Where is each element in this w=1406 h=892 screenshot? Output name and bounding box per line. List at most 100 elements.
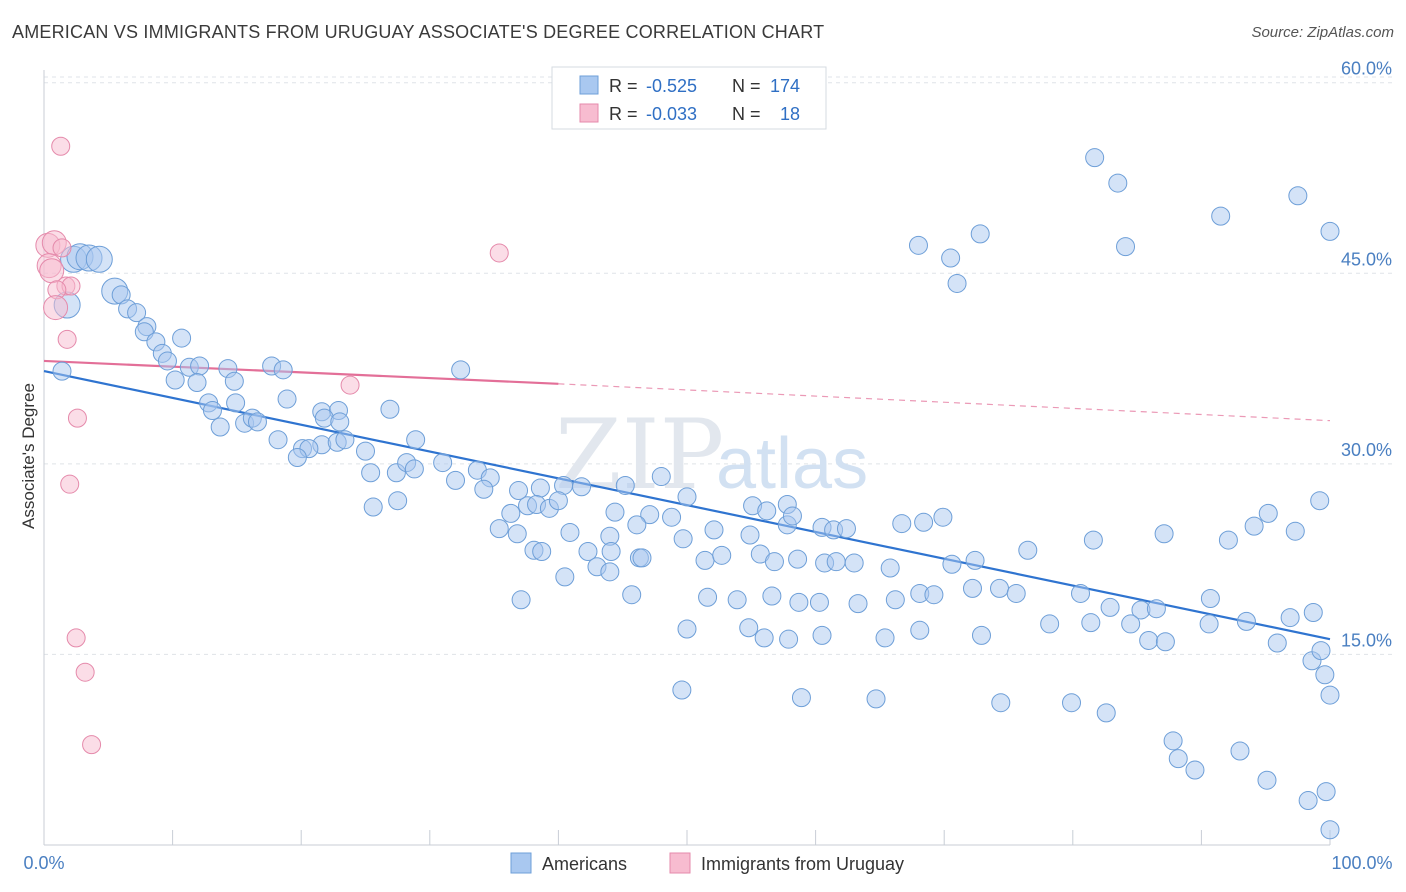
y-tick-label: 60.0% xyxy=(1341,59,1392,79)
legend-r-label-uruguay: R = xyxy=(609,104,638,124)
americans-point xyxy=(1199,614,1219,634)
americans-point xyxy=(764,552,784,572)
americans-point xyxy=(970,224,990,244)
americans-point xyxy=(446,470,466,490)
americans-point xyxy=(277,389,297,409)
americans-point xyxy=(677,487,697,507)
y-tick-label: 30.0% xyxy=(1341,440,1392,460)
americans-point xyxy=(812,625,832,645)
americans-point xyxy=(187,373,207,393)
uruguay-point xyxy=(67,408,87,428)
series-label-americans: Americans xyxy=(542,854,627,874)
americans-point xyxy=(844,553,864,573)
legend-n-label-uruguay: N = xyxy=(732,104,761,124)
americans-point xyxy=(226,393,246,413)
legend-swatch-uruguay xyxy=(579,103,599,123)
uruguay-points xyxy=(35,136,509,755)
americans-point xyxy=(1108,173,1128,193)
americans-point xyxy=(892,514,912,534)
americans-point xyxy=(127,303,147,323)
americans-point xyxy=(1085,148,1105,168)
americans-point xyxy=(210,417,230,437)
americans-point xyxy=(1280,608,1300,628)
series-legend: Americans Immigrants from Uruguay xyxy=(510,852,904,874)
americans-point xyxy=(1018,540,1038,560)
americans-point xyxy=(627,515,647,535)
legend-n-label-americans: N = xyxy=(732,76,761,96)
americans-point xyxy=(779,629,799,649)
americans-point xyxy=(555,567,575,587)
americans-point xyxy=(268,430,288,450)
americans-point xyxy=(739,618,759,638)
uruguay-point xyxy=(75,662,95,682)
y-tick-label: 45.0% xyxy=(1341,249,1392,269)
americans-point xyxy=(1185,760,1205,780)
watermark-atlas: atlas xyxy=(716,424,868,504)
americans-point xyxy=(1071,583,1091,603)
americans-point xyxy=(1096,703,1116,723)
americans-point xyxy=(605,502,625,522)
americans-point xyxy=(1211,206,1231,226)
americans-point xyxy=(501,503,521,523)
legend-r-label-americans: R = xyxy=(609,76,638,96)
americans-point xyxy=(640,505,660,525)
watermark: ZIP atlas xyxy=(555,399,868,511)
uruguay-point xyxy=(52,238,72,258)
americans-point xyxy=(1320,820,1340,840)
americans-point xyxy=(1320,685,1340,705)
americans-point xyxy=(1244,516,1264,536)
americans-point xyxy=(1288,186,1308,206)
americans-point xyxy=(651,467,671,487)
americans-point xyxy=(762,586,782,606)
americans-point xyxy=(578,542,598,562)
americans-point xyxy=(1100,597,1120,617)
americans-point xyxy=(1298,791,1318,811)
americans-point xyxy=(474,479,494,499)
americans-point xyxy=(1257,770,1277,790)
americans-point xyxy=(380,399,400,419)
americans-point xyxy=(1258,503,1278,523)
americans-point xyxy=(1081,613,1101,633)
americans-point xyxy=(560,522,580,542)
uruguay-point xyxy=(60,474,80,494)
americans-points xyxy=(52,96,1340,840)
americans-point xyxy=(836,519,856,539)
americans-point xyxy=(601,542,621,562)
americans-point xyxy=(1040,614,1060,634)
americans-point xyxy=(404,459,424,479)
americans-point xyxy=(662,507,682,527)
y-axis-labels: 15.0% 30.0% 45.0% 60.0% xyxy=(1341,59,1392,651)
americans-point xyxy=(754,628,774,648)
x-axis-ticks xyxy=(43,830,1331,845)
americans-point xyxy=(287,448,307,467)
uruguay-trend-line xyxy=(43,359,559,385)
americans-point xyxy=(1315,665,1335,685)
americans-point xyxy=(530,478,550,498)
americans-point xyxy=(866,689,886,709)
americans-point xyxy=(924,585,944,605)
americans-point xyxy=(695,550,715,570)
americans-point xyxy=(910,620,930,640)
americans-point xyxy=(356,441,375,461)
americans-point xyxy=(789,592,809,612)
americans-point xyxy=(363,497,383,517)
americans-point xyxy=(632,548,652,568)
americans-point xyxy=(1285,521,1305,541)
americans-point xyxy=(509,481,529,501)
americans-point xyxy=(406,430,426,450)
americans-point xyxy=(1146,599,1166,619)
americans-point xyxy=(1200,589,1220,609)
americans-point xyxy=(757,501,777,521)
americans-point xyxy=(1154,524,1174,544)
americans-point xyxy=(1218,530,1238,550)
uruguay-point xyxy=(82,735,102,755)
americans-point xyxy=(698,587,718,607)
americans-point xyxy=(451,360,471,380)
americans-point xyxy=(247,412,267,432)
americans-point xyxy=(600,562,620,582)
americans-point xyxy=(673,529,693,549)
americans-point xyxy=(202,400,222,420)
americans-point xyxy=(1267,633,1287,653)
americans-point xyxy=(1310,491,1330,511)
